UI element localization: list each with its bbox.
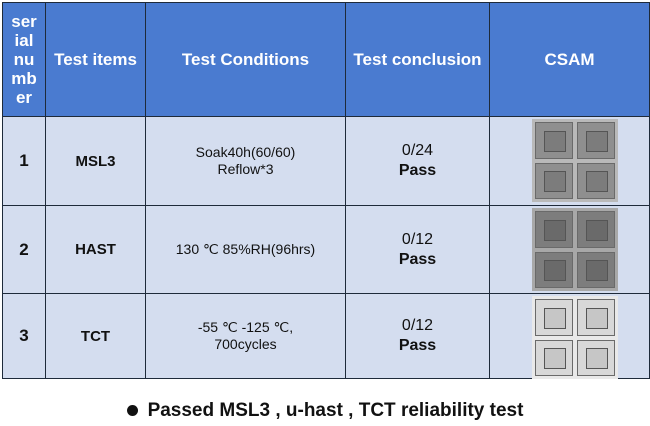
header-test-items: Test items: [45, 2, 146, 117]
pass-label: Pass: [398, 162, 437, 179]
header-row: ser ial nu mb er Test items Test Conditi…: [2, 2, 650, 117]
test-conditions-cell: 130 ℃ 85%RH(96hrs): [145, 205, 346, 294]
header-test-conditions: Test Conditions: [145, 2, 346, 117]
serial-cell: 2: [2, 205, 46, 294]
test-conclusion-cell: 0/12 Pass: [345, 293, 490, 379]
csam-cell: [489, 116, 650, 206]
csam-scan-image: [532, 208, 618, 291]
test-conclusion-cell: 0/12 Pass: [345, 205, 490, 294]
reliability-test-table: ser ial nu mb er Test items Test Conditi…: [2, 2, 650, 379]
test-conditions-cell: Soak40h(60/60) Reflow*3: [145, 116, 346, 206]
condition-line: Soak40h(60/60): [195, 144, 296, 160]
table-row: 3 TCT -55 ℃ -125 ℃, 700cycles 0/12 Pass: [2, 293, 650, 379]
header-serial-number: ser ial nu mb er: [2, 2, 46, 117]
csam-cell: [489, 205, 650, 294]
condition-line: -55 ℃ -125 ℃,: [197, 319, 294, 335]
condition-line: 130 ℃ 85%RH(96hrs): [175, 241, 316, 257]
csam-scan-image: [532, 119, 618, 202]
test-item-cell: TCT: [45, 293, 146, 379]
serial-cell: 3: [2, 293, 46, 379]
test-item-cell: HAST: [45, 205, 146, 294]
csam-cell: [489, 293, 650, 379]
table-row: 1 MSL3 Soak40h(60/60) Reflow*3 0/24 Pass: [2, 116, 650, 206]
table-row: 2 HAST 130 ℃ 85%RH(96hrs) 0/12 Pass: [2, 205, 650, 294]
condition-line: Reflow*3: [217, 161, 274, 177]
test-conclusion-cell: 0/24 Pass: [345, 116, 490, 206]
csam-scan-image: [532, 296, 618, 379]
fail-ratio: 0/12: [401, 230, 434, 248]
bullet-icon: [126, 405, 138, 417]
fail-ratio: 0/12: [401, 317, 434, 334]
header-test-conclusion: Test conclusion: [345, 2, 490, 117]
test-item-cell: MSL3: [45, 116, 146, 206]
serial-cell: 1: [2, 116, 46, 206]
condition-line: 700cycles: [214, 336, 277, 352]
pass-label: Pass: [398, 337, 437, 354]
test-conditions-cell: -55 ℃ -125 ℃, 700cycles: [145, 293, 346, 379]
fail-ratio: 0/24: [401, 142, 434, 159]
pass-label: Pass: [398, 250, 437, 268]
header-csam: CSAM: [489, 2, 650, 117]
summary-text: Passed MSL3 , u-hast , TCT reliability t…: [147, 400, 524, 421]
summary-note: Passed MSL3 , u-hast , TCT reliability t…: [0, 400, 650, 422]
